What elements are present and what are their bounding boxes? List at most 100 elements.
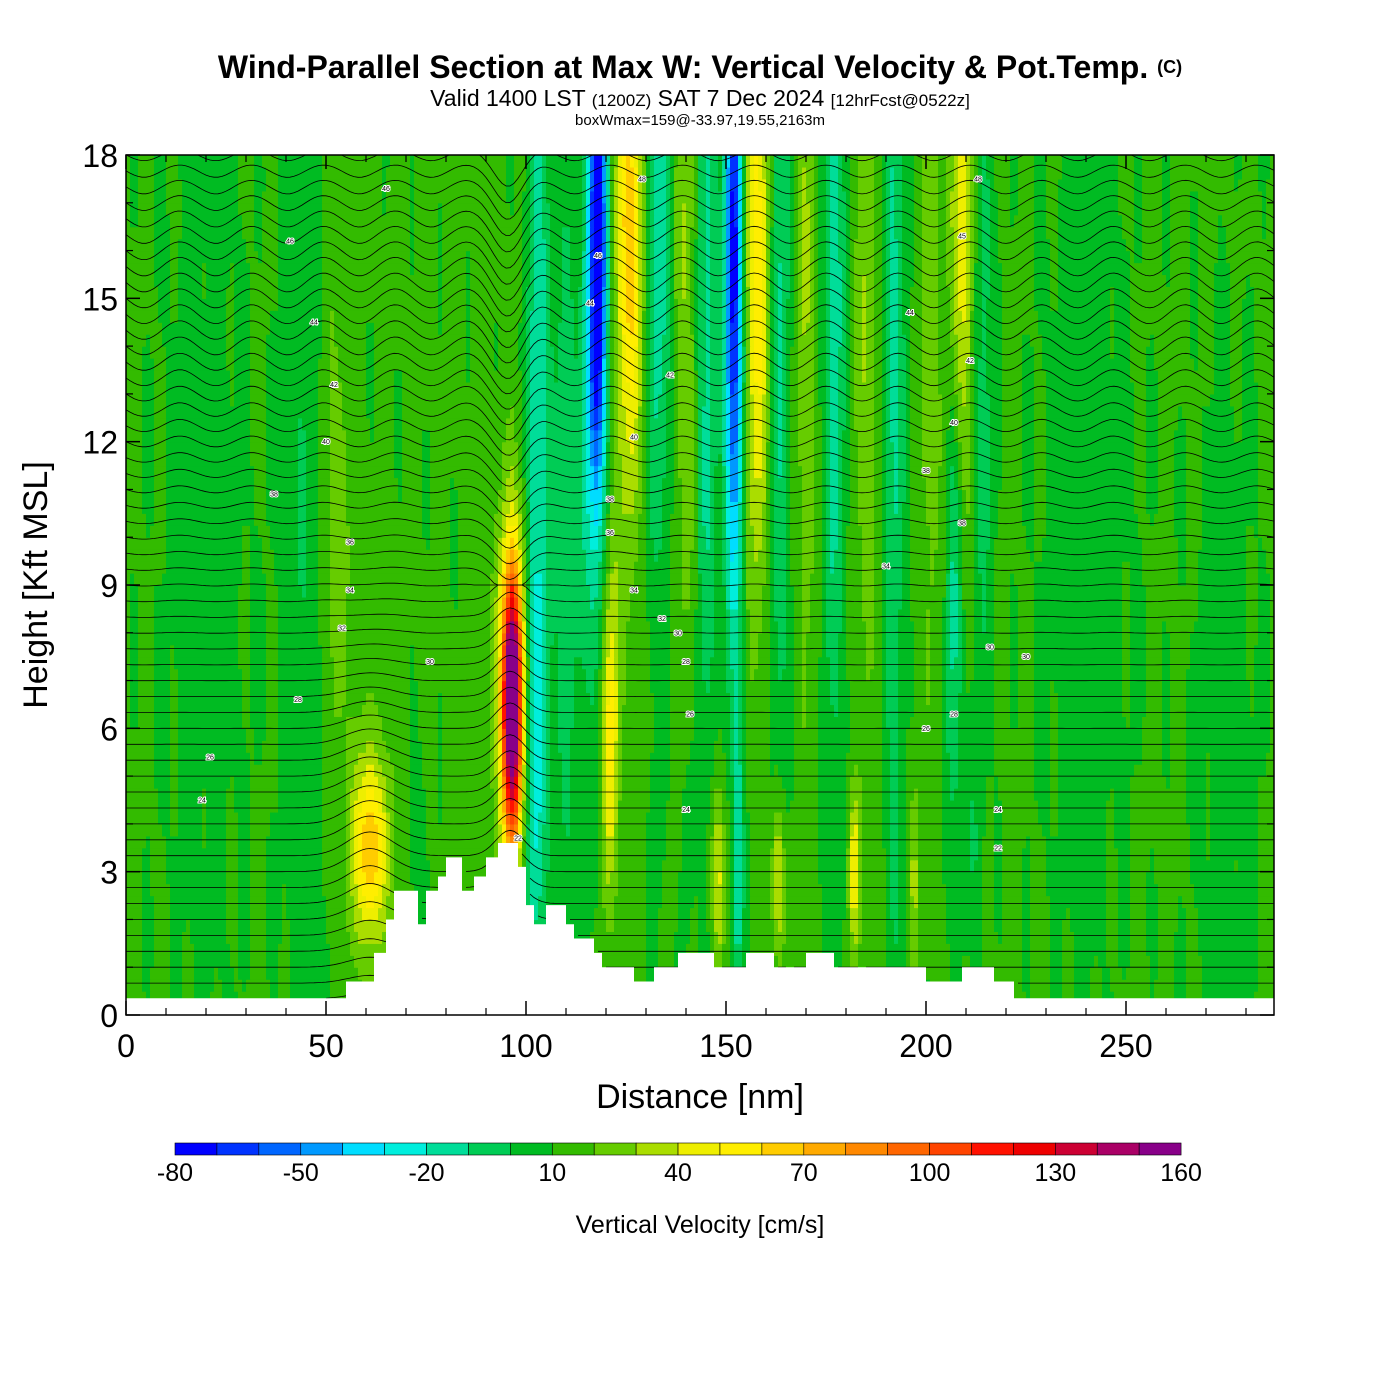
velocity-cell xyxy=(146,943,151,956)
velocity-cell xyxy=(534,907,539,921)
velocity-cell xyxy=(1246,847,1251,861)
velocity-cell xyxy=(862,835,867,849)
velocity-cell xyxy=(370,919,375,932)
velocity-cell xyxy=(822,835,827,849)
velocity-cell xyxy=(974,943,979,956)
velocity-cell xyxy=(238,859,243,873)
velocity-cell xyxy=(634,811,639,825)
velocity-cell xyxy=(1262,979,1267,992)
velocity-cell xyxy=(778,931,783,944)
velocity-cell xyxy=(350,811,355,825)
velocity-cell xyxy=(706,871,711,885)
velocity-cell xyxy=(698,847,703,861)
velocity-cell xyxy=(778,919,783,932)
velocity-cell xyxy=(278,943,283,956)
velocity-cell xyxy=(1082,835,1087,849)
velocity-cell xyxy=(322,931,327,944)
velocity-cell xyxy=(1270,883,1274,897)
velocity-cell xyxy=(982,895,987,909)
velocity-cell xyxy=(618,895,623,909)
velocity-cell xyxy=(198,907,203,921)
velocity-cell xyxy=(894,823,899,837)
velocity-cell xyxy=(450,847,455,861)
velocity-cell xyxy=(1214,883,1219,897)
velocity-cell xyxy=(270,811,275,825)
velocity-cell xyxy=(1146,919,1151,932)
velocity-cell xyxy=(734,931,739,944)
velocity-cell xyxy=(1154,919,1159,932)
velocity-cell xyxy=(526,871,531,885)
velocity-cell xyxy=(750,871,755,885)
velocity-cell xyxy=(1102,991,1107,1004)
velocity-cell xyxy=(1134,895,1139,909)
velocity-cell xyxy=(826,895,831,909)
velocity-cell xyxy=(1102,847,1107,861)
velocity-cell xyxy=(1174,991,1179,1004)
velocity-cell xyxy=(1034,907,1039,921)
velocity-cell xyxy=(322,907,327,921)
velocity-cell xyxy=(274,859,279,873)
velocity-cell xyxy=(210,919,215,932)
velocity-cell xyxy=(1150,823,1155,837)
velocity-cell xyxy=(254,811,259,825)
velocity-cell xyxy=(594,811,599,825)
velocity-cell xyxy=(246,883,251,897)
velocity-cell xyxy=(990,883,995,897)
velocity-cell xyxy=(1018,859,1023,873)
velocity-cell xyxy=(518,847,523,861)
velocity-cell xyxy=(734,919,739,932)
velocity-cell xyxy=(1054,907,1059,921)
velocity-cell xyxy=(1054,967,1059,980)
velocity-cell xyxy=(414,859,419,873)
velocity-cell xyxy=(1174,883,1179,897)
velocity-cell xyxy=(1122,883,1127,897)
velocity-cell xyxy=(210,955,215,968)
velocity-cell xyxy=(826,871,831,885)
velocity-cell xyxy=(1046,931,1051,944)
velocity-cell xyxy=(1006,811,1011,825)
velocity-cell xyxy=(178,955,183,968)
velocity-cell xyxy=(830,931,835,944)
velocity-cell xyxy=(926,835,931,849)
velocity-cell xyxy=(1058,823,1063,837)
velocity-cell xyxy=(326,967,331,980)
velocity-cell xyxy=(978,943,983,956)
velocity-cell xyxy=(298,967,303,980)
velocity-cell xyxy=(806,931,811,944)
velocity-cell xyxy=(870,919,875,932)
velocity-cell xyxy=(1014,847,1019,861)
velocity-cell xyxy=(1014,883,1019,897)
velocity-cell xyxy=(922,883,927,897)
velocity-cell xyxy=(386,811,391,825)
velocity-cell xyxy=(210,883,215,897)
velocity-cell xyxy=(130,991,135,1004)
velocity-cell xyxy=(1202,979,1207,992)
velocity-cell xyxy=(766,859,771,873)
velocity-cell xyxy=(278,835,283,849)
velocity-cell xyxy=(178,859,183,873)
velocity-cell xyxy=(746,835,751,849)
velocity-cell xyxy=(246,943,251,956)
velocity-cell xyxy=(554,823,559,837)
velocity-cell xyxy=(1126,967,1131,980)
velocity-cell xyxy=(954,955,959,968)
velocity-cell xyxy=(518,800,523,813)
velocity-cell xyxy=(194,847,199,861)
velocity-cell xyxy=(266,811,271,825)
velocity-cell xyxy=(1130,835,1135,849)
velocity-cell xyxy=(1082,823,1087,837)
velocity-cell xyxy=(478,823,483,837)
velocity-cell xyxy=(798,895,803,909)
velocity-cell xyxy=(286,991,291,1004)
velocity-cell xyxy=(1198,883,1203,897)
velocity-cell xyxy=(1042,907,1047,921)
velocity-cell xyxy=(358,823,363,837)
velocity-cell xyxy=(126,859,131,873)
velocity-cell xyxy=(818,883,823,897)
velocity-cell xyxy=(302,943,307,956)
velocity-cell xyxy=(354,943,359,956)
velocity-cell xyxy=(602,907,607,921)
chart-title: Wind-Parallel Section at Max W: Vertical… xyxy=(0,48,1400,86)
velocity-cell xyxy=(954,871,959,885)
velocity-cell xyxy=(1086,835,1091,849)
